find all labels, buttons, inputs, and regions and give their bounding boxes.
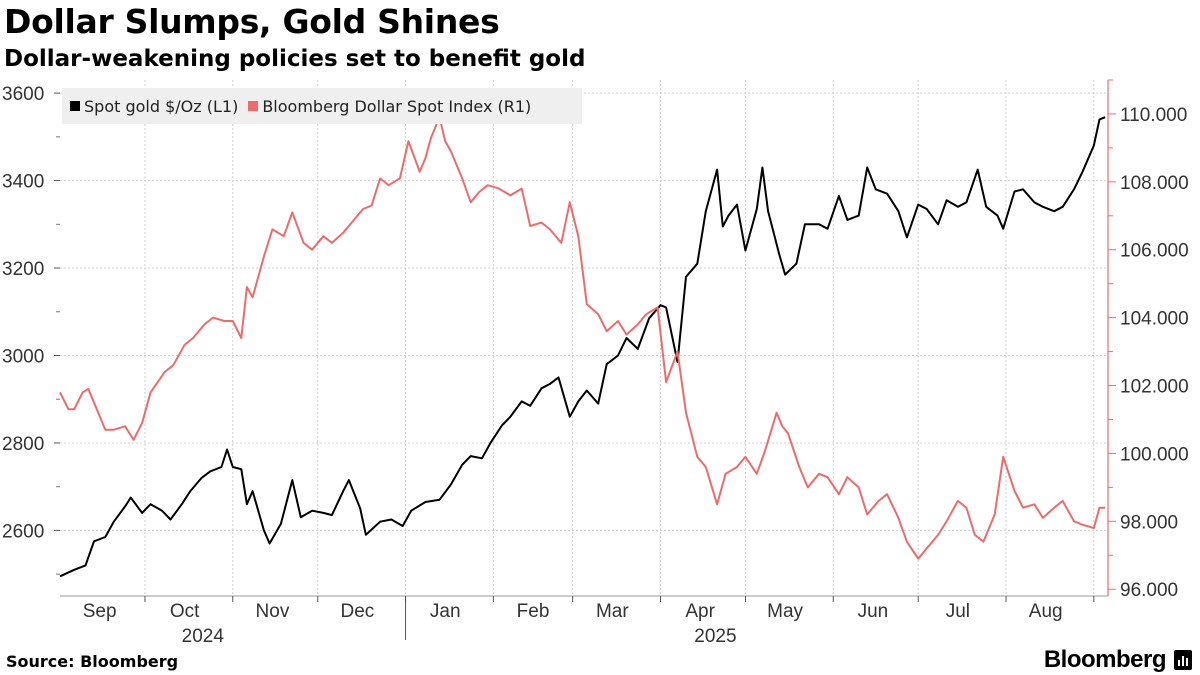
x-tick-label: Sep (83, 601, 117, 622)
source-note: Source: Bloomberg (6, 652, 179, 671)
series-lines (59, 116, 1106, 578)
legend-item-dollar: Bloomberg Dollar Spot Index (R1) (248, 97, 531, 116)
x-tick-label: Aug (1029, 601, 1063, 622)
x-tick-label: Mar (596, 601, 629, 622)
right-tick-label: 104.000 (1120, 309, 1189, 330)
left-tick-label: 3000 (2, 346, 44, 367)
grid-lines (60, 80, 1108, 596)
x-tick-label: Nov (256, 601, 290, 622)
left-tick-label: 2600 (2, 521, 44, 542)
x-tick-label: Oct (170, 601, 200, 622)
left-tick-label: 3200 (2, 259, 44, 280)
legend-label-dollar: Bloomberg Dollar Spot Index (R1) (262, 96, 532, 116)
x-tick-label: Feb (517, 601, 550, 622)
right-axis-ticks: 96.000 98.000 100.000 102.000 104.000 106.000… (1108, 79, 1189, 601)
x-tick-label: Dec (341, 601, 375, 622)
bloomberg-chart-icon (1174, 650, 1192, 670)
year-label: 2025 (694, 626, 736, 647)
dollar-index-line (59, 116, 1106, 560)
chart-axes (60, 80, 1109, 597)
right-tick-label: 106.000 (1120, 241, 1189, 262)
x-tick-label: Jul (946, 601, 970, 622)
legend-swatch-dollar (248, 101, 259, 111)
legend-item-gold: Spot gold $/Oz (L1) (70, 97, 238, 116)
x-tick-label: May (767, 601, 803, 622)
x-tick-label: Jan (430, 601, 461, 622)
left-tick-label: 2800 (2, 434, 44, 455)
legend-label-gold: Spot gold $/Oz (L1) (84, 96, 239, 116)
chart-legend: Spot gold $/Oz (L1) Bloomberg Dollar Spo… (62, 88, 582, 124)
right-tick-label: 98.000 (1120, 512, 1178, 533)
x-tick-label: Jun (858, 601, 889, 622)
year-label: 2024 (182, 626, 225, 647)
legend-swatch-gold (70, 101, 80, 111)
chart-subtitle: Dollar-weakening policies set to benefit… (4, 46, 586, 72)
right-tick-label: 110.000 (1120, 105, 1187, 126)
left-tick-label: 3400 (2, 172, 44, 193)
right-tick-label: 96.000 (1120, 580, 1178, 601)
brand-logo: Bloomberg (1043, 646, 1167, 673)
right-tick-label: 102.000 (1120, 377, 1189, 398)
right-tick-label: 108.000 (1120, 173, 1189, 194)
chart-title: Dollar Slumps, Gold Shines (4, 2, 500, 41)
left-axis-ticks: 2600 2800 3000 3200 3400 3600 (2, 84, 60, 575)
gold-price-line (59, 116, 1106, 578)
x-tick-label: Apr (685, 601, 715, 622)
right-tick-label: 100.000 (1120, 444, 1189, 465)
left-tick-label: 3600 (2, 84, 44, 105)
x-axis-ticks: Sep Oct Nov Dec Jan Feb Mar Apr May Jun Jul Aug 2024… (83, 596, 1095, 647)
